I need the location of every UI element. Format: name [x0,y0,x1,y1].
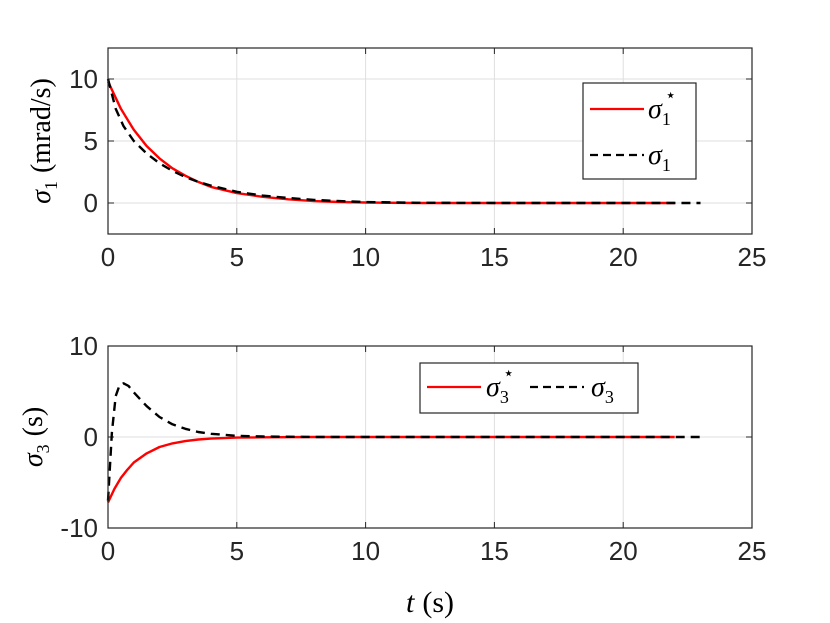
top-xtick-label: 10 [351,242,380,272]
bottom-series-line-1 [106,435,675,504]
legend-label-sigma3-star: σ3 [486,372,509,407]
top-axes: 0 5 10 15 20 25 0 5 10 σ1(mrad/s) σ1 ⋆ σ1 [26,47,766,272]
top-ticks: 0 5 10 15 20 25 0 5 10 [69,48,766,272]
top-xtick-label: 25 [738,242,767,272]
top-xtick-label: 0 [101,242,115,272]
top-ytick-label: 0 [84,188,98,218]
top-axes-frame [107,47,753,235]
bottom-legend: σ3 ⋆ σ3 [419,362,639,414]
bottom-ytick-label: 10 [69,331,98,361]
legend-label-sigma1-star: σ1 [648,94,671,129]
bottom-xlabel: t (s) [406,586,454,619]
bottom-xtick-label: 0 [101,536,115,566]
legend-label-sigma1: σ1 [648,140,671,175]
bottom-xtick-label: 5 [230,536,244,566]
bottom-xtick-label: 10 [351,536,380,566]
bottom-xtick-label: 20 [609,536,638,566]
top-series-line-2 [106,78,701,205]
top-ytick-label: 10 [69,64,98,94]
bottom-xtick-label: 25 [738,536,767,566]
top-xtick-label: 5 [230,242,244,272]
top-plot-area [106,78,701,205]
legend-sup-sigma3-star: ⋆ [503,363,514,383]
top-legend: σ1 ⋆ σ1 [582,82,697,180]
bottom-plot-area [106,382,701,504]
legend-label-sigma3: σ3 [591,372,614,407]
svg-text:σ3(s): σ3(s) [18,407,53,467]
bottom-axes-frame [107,345,753,529]
bottom-series-line-2 [106,382,701,501]
top-xtick-label: 15 [480,242,509,272]
top-xtick-label: 20 [609,242,638,272]
top-ylabel: σ1(mrad/s) [26,78,61,204]
svg-text:σ1(mrad/s): σ1(mrad/s) [26,78,61,204]
top-ytick-label: 5 [84,126,98,156]
bottom-ytick-label: 0 [84,422,98,452]
top-legend-box [582,82,697,180]
bottom-ytick-label: -10 [60,513,98,543]
bottom-xtick-label: 15 [480,536,509,566]
legend-sup-sigma1-star: ⋆ [665,85,676,105]
bottom-ylabel: σ3(s) [18,407,53,467]
